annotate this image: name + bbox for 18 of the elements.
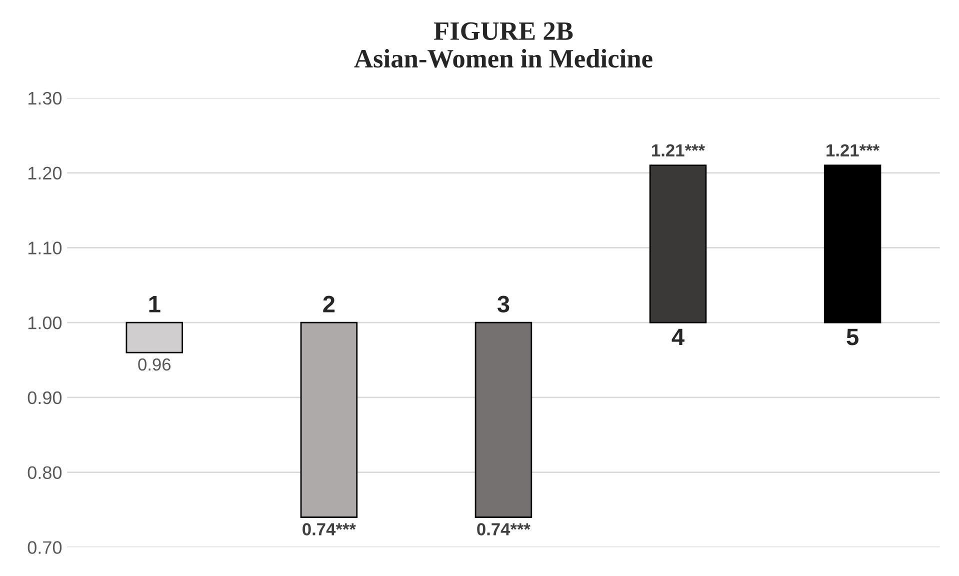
y-tick-label: 0.80 [28,466,62,480]
x-tick-label: 2 [323,296,335,312]
x-tick-label: 3 [497,296,510,313]
x-tick-label: 5 [846,328,858,346]
y-tick-label: 1.30 [28,92,62,105]
data-label: 0.96 [138,358,171,371]
data-label: 1.21*** [826,144,880,156]
data-label: 0.74*** [302,523,356,536]
chart-title: FIGURE 2B Asian-Women in Medicine [354,22,652,68]
x-tick-label: 1 [149,296,160,312]
x-tick-label: 4 [672,328,684,346]
y-tick-label: 1.00 [28,316,62,330]
data-label: 0.74*** [477,523,530,536]
data-label: 1.21*** [652,144,706,156]
y-tick-label: 0.90 [28,391,62,404]
y-tick-label: 0.70 [28,541,62,554]
y-tick-label: 1.10 [28,242,62,254]
y-tick-label: 1.20 [28,166,62,180]
